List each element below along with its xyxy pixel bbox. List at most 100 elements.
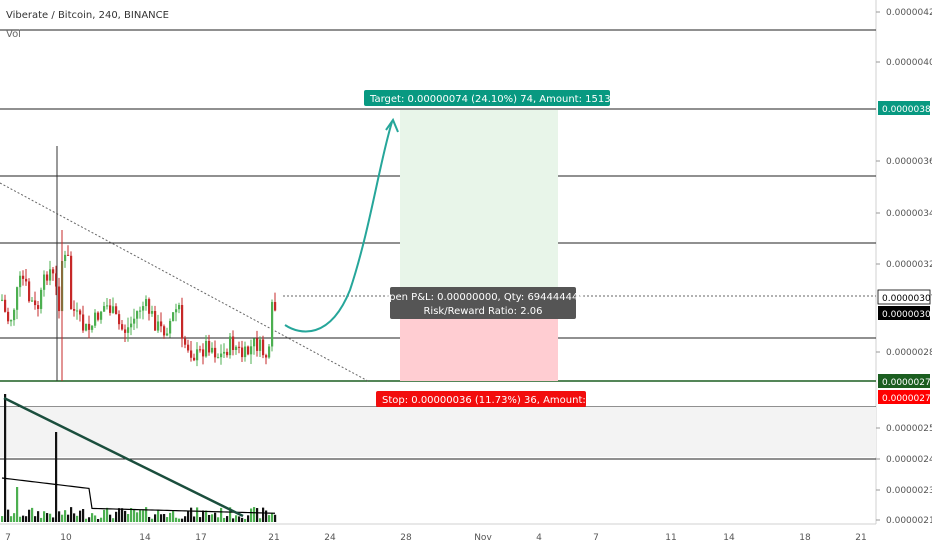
volume-bar: [151, 518, 154, 522]
volume-bar: [46, 513, 49, 522]
time-tick-label: 10: [60, 533, 72, 543]
volume-bar: [115, 511, 118, 522]
candle-body: [130, 323, 133, 328]
candle-body: [172, 312, 175, 321]
candle-body: [49, 269, 52, 281]
volume-bar: [166, 517, 169, 522]
volume-trendline: [3, 396, 244, 518]
volume-bar: [55, 432, 58, 522]
target-price-text: 0.00000381: [882, 105, 932, 115]
volume-bar: [52, 517, 55, 522]
volume-bar: [235, 515, 238, 522]
time-tick-label: 18: [799, 533, 811, 543]
candle-body: [178, 304, 181, 310]
candle-body: [142, 306, 145, 311]
candle-body: [91, 325, 94, 330]
candle-body: [163, 326, 166, 336]
time-tick-label: 24: [324, 533, 336, 543]
volume-bar: [31, 507, 34, 522]
volume-bar: [97, 518, 100, 522]
candle-body: [175, 309, 178, 313]
candle-body: [73, 309, 76, 311]
volume-bar: [226, 516, 229, 522]
volume-bar: [25, 516, 28, 522]
price-tick-label: 0.00000255: [886, 424, 932, 434]
stop-label-bg[interactable]: [376, 391, 586, 407]
time-axis[interactable]: 7 10 14 17 21 24 28 Nov 4 7 11 14 18 21: [5, 533, 867, 543]
volume-bar: [160, 514, 163, 522]
volume-bar: [1, 516, 4, 522]
candle-body: [199, 349, 202, 351]
candle-body: [154, 311, 157, 331]
volume-bar: [202, 510, 205, 522]
candle-body: [193, 357, 196, 361]
volume-bar: [184, 516, 187, 522]
time-tick-label: 14: [139, 533, 151, 543]
volume-bar: [22, 515, 25, 522]
candle-body: [208, 340, 211, 353]
volume-bar: [145, 507, 148, 522]
time-tick-label: 11: [665, 533, 676, 543]
level-price-badge: [878, 374, 930, 388]
candle-body: [148, 299, 151, 314]
last-price-badge: [878, 306, 930, 320]
volume-bar: [49, 513, 52, 522]
candle-body: [274, 302, 277, 311]
volume-bar: [82, 509, 85, 522]
candle-body: [151, 311, 154, 314]
candle-body: [82, 314, 85, 331]
candle-body: [97, 312, 100, 320]
candle-body: [64, 254, 67, 261]
position-ratio: Risk/Reward Ratio: 2.06: [423, 306, 542, 317]
target-label: Target: 0.00000074 (24.10%) 74, Amount: …: [369, 94, 627, 105]
volume-bar: [67, 514, 70, 522]
candle-body: [211, 347, 214, 353]
volume-bar: [79, 510, 82, 522]
candle-body: [103, 306, 106, 312]
candle-body: [256, 338, 259, 351]
volume-bar: [244, 518, 247, 522]
candle-body: [46, 274, 49, 281]
candle-body: [127, 327, 130, 333]
candle-body: [40, 289, 43, 309]
candle-body: [166, 333, 169, 336]
candle-body: [235, 346, 238, 351]
stop-price-badge: [878, 390, 930, 404]
candle-body: [157, 321, 160, 331]
candle-body: [79, 310, 82, 315]
candle-body: [76, 310, 79, 312]
candle-body: [184, 338, 187, 345]
volume-bar: [139, 509, 142, 522]
candle-body: [262, 339, 265, 356]
volume-bar: [211, 514, 214, 522]
volume-bar: [28, 509, 31, 522]
volume-indicator-label: Vol: [6, 29, 21, 40]
candle-body: [70, 255, 73, 310]
volume-bar: [256, 508, 259, 522]
volume-bar: [106, 507, 109, 522]
volume-bar: [274, 514, 277, 522]
time-tick-label: 7: [593, 533, 599, 543]
candle-body: [202, 349, 205, 357]
volume-bar: [34, 516, 37, 522]
volume-bars: [1, 394, 277, 522]
volume-bar: [142, 510, 145, 522]
candle-body: [28, 281, 31, 302]
candle-body: [31, 300, 34, 302]
candle-body: [238, 346, 241, 348]
candle-body: [145, 299, 148, 307]
volume-bar: [124, 510, 127, 522]
volume-bar: [271, 512, 274, 522]
volume-bar: [223, 517, 226, 522]
time-tick-label: 17: [195, 533, 206, 543]
entry-price-badge: [877, 289, 931, 305]
target-label-bg[interactable]: [364, 90, 610, 106]
candle-body: [139, 310, 142, 312]
volume-bar: [7, 509, 10, 522]
candle-body: [112, 306, 115, 313]
volume-bar: [157, 510, 160, 522]
position-info-box[interactable]: [390, 287, 576, 319]
candle-body: [160, 321, 163, 327]
